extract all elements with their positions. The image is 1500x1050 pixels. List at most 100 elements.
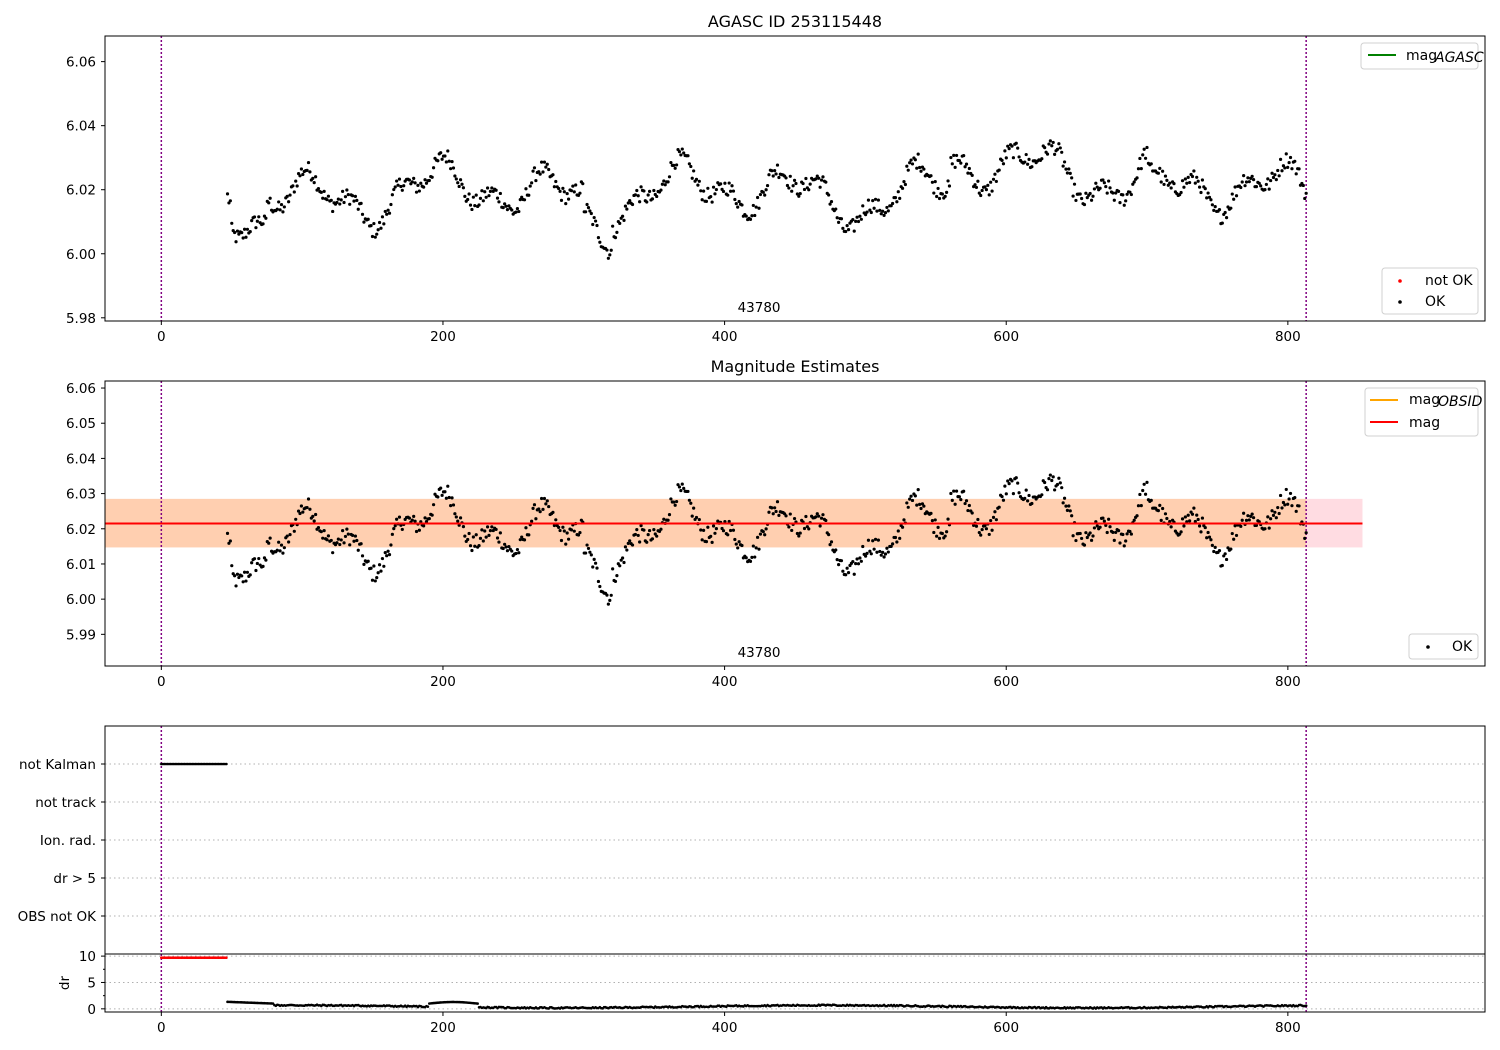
data-point [626,201,630,205]
data-point [463,534,467,538]
data-point [962,153,966,158]
data-point [950,498,954,502]
data-point [477,543,481,548]
data-point [1200,178,1205,182]
data-point [1061,164,1065,168]
data-point [764,527,768,531]
data-point [395,517,399,521]
data-point [387,552,392,557]
data-point [639,185,643,189]
data-point [1001,162,1006,166]
data-point [929,174,933,178]
data-point [542,496,547,501]
data-point [642,189,646,193]
data-point [1267,187,1271,191]
data-point [706,186,710,190]
data-point [891,542,895,546]
data-point [802,187,807,192]
data-point [423,178,427,182]
data-point [618,564,622,568]
data-point [301,172,305,177]
data-point [846,227,851,232]
data-point [751,544,755,548]
data-point [518,538,522,542]
data-point [1183,515,1187,519]
data-point [228,199,232,203]
data-point [1240,518,1244,522]
legend-not-ok-label: not OK [1425,273,1473,289]
data-point [1297,504,1301,508]
data-point [1055,482,1060,487]
data-point [785,183,790,188]
data-point [366,559,370,563]
data-point [804,514,808,519]
data-point [336,537,340,541]
data-point [495,536,500,540]
data-point [1040,157,1044,161]
data-point [699,528,703,532]
data-point [451,166,456,170]
data-point [551,173,555,177]
data-point [557,186,561,191]
data-point [453,174,457,178]
data-point [682,151,686,155]
data-point [868,549,872,553]
flag-point [225,762,228,766]
data-point [444,496,448,500]
data-point [1118,201,1122,205]
data-point [281,210,285,214]
panel-title: Magnitude Estimates [711,357,880,376]
data-point [990,528,994,532]
data-point [943,194,947,198]
data-point [767,173,771,177]
legend-ok-label: OK [1452,639,1473,655]
data-point [279,543,284,547]
data-point [1224,216,1229,220]
data-point [1203,525,1207,530]
data-point [1089,538,1094,542]
data-point [690,514,694,518]
y-tick-label: 10 [79,949,96,965]
data-point [609,593,613,597]
data-point [790,528,794,533]
data-point [647,528,652,533]
data-point [468,203,473,207]
data-point [821,513,825,517]
data-point [692,506,696,510]
data-point [650,537,655,541]
data-point [483,529,487,533]
data-point [517,551,521,555]
data-point [1057,476,1061,480]
data-point [473,204,477,208]
data-point [936,186,940,191]
data-point [385,212,389,216]
data-point [633,193,637,197]
data-point [1064,504,1068,508]
data-point [908,161,912,165]
data-point [534,178,538,183]
data-point [700,198,704,202]
data-point [507,544,511,549]
data-point [1084,191,1088,195]
data-point [454,515,458,519]
data-point [1017,491,1021,495]
data-point [1141,153,1145,157]
data-point [1085,535,1089,540]
data-point [807,527,811,531]
data-point [1118,541,1122,545]
data-point [1156,171,1160,175]
data-point [932,530,936,535]
data-point [885,205,889,210]
data-point [711,524,716,528]
data-point [680,147,684,151]
data-point [748,217,753,221]
data-point [287,200,291,204]
data-point [1060,150,1064,154]
data-point [764,188,768,192]
data-point [505,549,510,553]
data-point [699,189,703,193]
data-point [1004,156,1008,160]
data-point [299,167,304,171]
data-point [909,158,913,162]
data-point [1135,176,1139,180]
